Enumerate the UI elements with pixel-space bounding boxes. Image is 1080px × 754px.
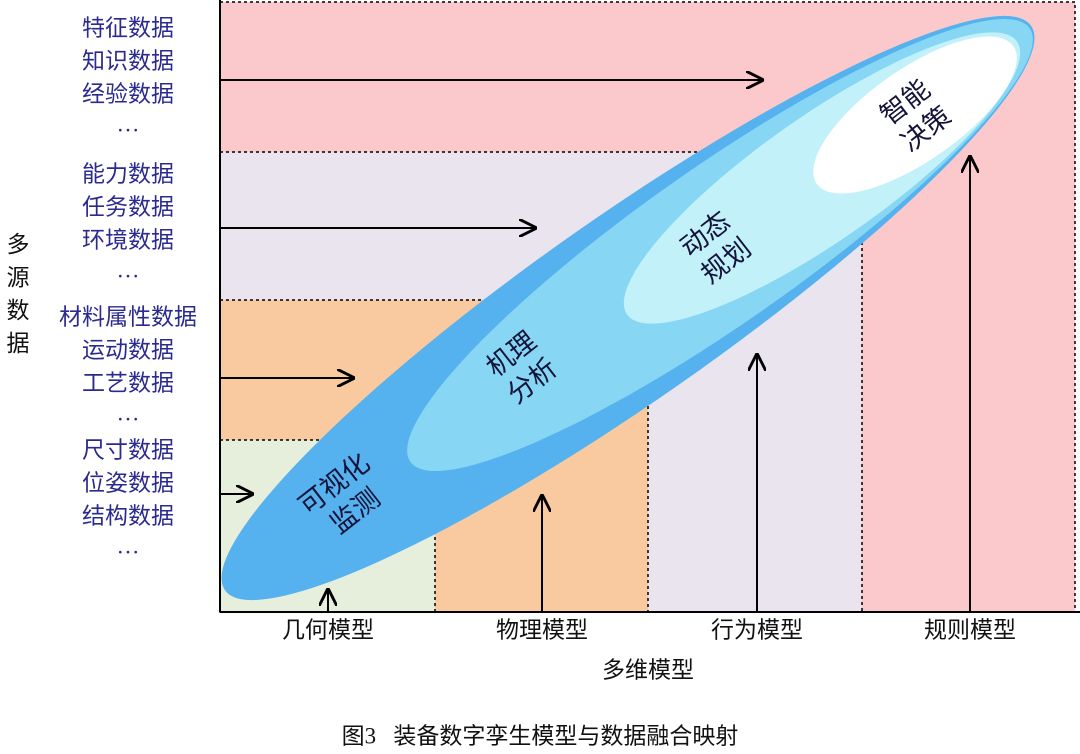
source-item: 能力数据 — [82, 161, 174, 186]
caption: 图3 装备数字孪生模型与数据融合映射 — [342, 723, 739, 748]
source-item: 知识数据 — [82, 48, 174, 73]
source-item: … — [117, 257, 140, 282]
model-category: 规则模型 — [924, 617, 1016, 642]
source-item: … — [117, 111, 140, 136]
x-axis-label: 多维模型 — [602, 657, 694, 682]
ellipse-inner — [813, 36, 1017, 194]
source-item: 特征数据 — [82, 15, 174, 40]
y-axis-label: 多源数据 — [3, 232, 28, 364]
source-item: 运动数据 — [82, 337, 174, 362]
source-item: 任务数据 — [82, 194, 174, 219]
model-category: 物理模型 — [496, 617, 588, 642]
model-category: 几何模型 — [282, 617, 374, 642]
source-item: 经验数据 — [82, 81, 174, 106]
source-item: 材料属性数据 — [59, 304, 197, 329]
model-categories: 几何模型 物理模型 行为模型 规则模型 — [282, 617, 1016, 642]
source-item: … — [117, 400, 140, 425]
model-category: 行为模型 — [711, 617, 803, 642]
arrows — [220, 80, 970, 612]
source-item: 环境数据 — [82, 227, 174, 252]
source-item: 工艺数据 — [82, 370, 174, 395]
source-item: 位姿数据 — [82, 470, 174, 495]
source-item: 结构数据 — [82, 503, 174, 528]
source-item: … — [117, 533, 140, 558]
source-item: 尺寸数据 — [82, 437, 174, 462]
